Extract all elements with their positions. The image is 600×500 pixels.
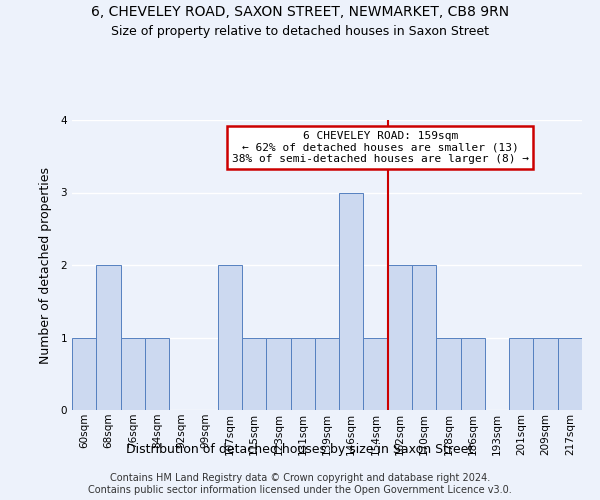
- Bar: [290, 338, 315, 410]
- Bar: [218, 265, 242, 410]
- Bar: [364, 338, 388, 410]
- Text: Distribution of detached houses by size in Saxon Street: Distribution of detached houses by size …: [127, 442, 473, 456]
- Bar: [388, 265, 412, 410]
- Bar: [121, 338, 145, 410]
- Bar: [242, 338, 266, 410]
- Bar: [339, 192, 364, 410]
- Bar: [436, 338, 461, 410]
- Bar: [509, 338, 533, 410]
- Bar: [315, 338, 339, 410]
- Bar: [533, 338, 558, 410]
- Bar: [145, 338, 169, 410]
- Text: 6 CHEVELEY ROAD: 159sqm
← 62% of detached houses are smaller (13)
38% of semi-de: 6 CHEVELEY ROAD: 159sqm ← 62% of detache…: [232, 131, 529, 164]
- Bar: [266, 338, 290, 410]
- Y-axis label: Number of detached properties: Number of detached properties: [39, 166, 52, 364]
- Text: 6, CHEVELEY ROAD, SAXON STREET, NEWMARKET, CB8 9RN: 6, CHEVELEY ROAD, SAXON STREET, NEWMARKE…: [91, 5, 509, 19]
- Text: Size of property relative to detached houses in Saxon Street: Size of property relative to detached ho…: [111, 25, 489, 38]
- Bar: [72, 338, 96, 410]
- Text: Contains HM Land Registry data © Crown copyright and database right 2024.
Contai: Contains HM Land Registry data © Crown c…: [88, 474, 512, 495]
- Bar: [461, 338, 485, 410]
- Bar: [412, 265, 436, 410]
- Bar: [96, 265, 121, 410]
- Bar: [558, 338, 582, 410]
